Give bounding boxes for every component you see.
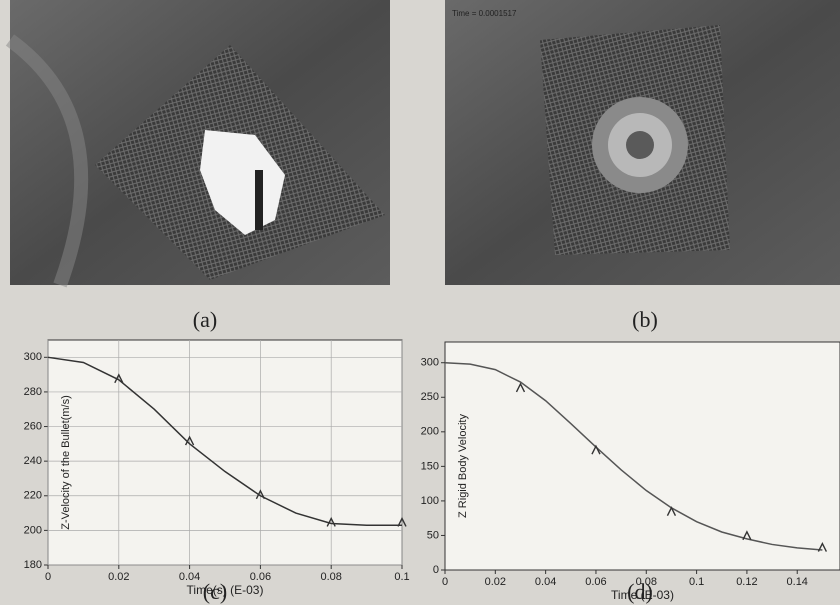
- y-tick-label: 300: [24, 351, 42, 363]
- overlay-text: Time = 0.0001517: [452, 9, 517, 18]
- marker: [326, 516, 336, 527]
- overlay-a: [14, 7, 16, 14]
- y-tick-label: 280: [24, 386, 42, 398]
- series-line: [444, 361, 823, 551]
- x-tick-label: 0.14: [787, 576, 808, 588]
- series-line: [47, 356, 402, 526]
- marker: [397, 516, 407, 527]
- marker: [666, 506, 677, 516]
- x-tick-label: 0.02: [108, 571, 129, 583]
- y-tick-label: 300: [421, 357, 439, 369]
- marker: [184, 435, 195, 446]
- marker: [742, 530, 752, 541]
- y-tick-label: 250: [421, 391, 439, 403]
- x-tick-label: 0.08: [636, 576, 657, 588]
- x-tick-label: 0.06: [585, 576, 606, 588]
- y-tick-label: 240: [24, 455, 42, 467]
- caption: (a): [193, 307, 217, 332]
- y-tick-label: 200: [421, 426, 439, 438]
- image-b: Time = 0.0001517: [445, 0, 840, 285]
- x-tick-label: 0.1: [394, 571, 409, 583]
- caption: (b): [632, 307, 658, 332]
- image-a: [5, 0, 390, 288]
- marker: [591, 444, 601, 455]
- y-tick-label: 200: [24, 524, 42, 536]
- y-axis-label: Z-Velocity of the Bullet(m/s): [60, 395, 72, 530]
- x-tick-label: 0.08: [320, 571, 341, 583]
- x-axis-label: Time(s) (E-03): [187, 583, 264, 597]
- x-tick-label: 0.06: [250, 571, 271, 583]
- x-tick-label: 0: [442, 576, 448, 588]
- x-tick-label: 0.04: [535, 576, 556, 588]
- marker: [255, 489, 266, 500]
- y-tick-label: 220: [24, 490, 42, 502]
- plot-area: [47, 339, 403, 566]
- x-axis-label: Time (E-03): [611, 588, 674, 602]
- y-axis-label: Z Rigid Body Velocity: [457, 414, 469, 518]
- x-tick-label: 0.04: [179, 571, 200, 583]
- marker: [817, 542, 828, 552]
- caption: (d): [627, 579, 653, 604]
- x-tick-label: 0: [45, 571, 51, 583]
- y-tick-label: 260: [24, 420, 42, 432]
- x-tick-label: 0.02: [485, 576, 506, 588]
- y-tick-label: 0: [433, 564, 439, 576]
- x-tick-label: 0.12: [736, 576, 757, 588]
- y-tick-label: 150: [421, 460, 439, 472]
- marker: [515, 382, 526, 393]
- x-tick-label: 0.1: [689, 576, 704, 588]
- caption: (c): [203, 579, 227, 604]
- y-tick-label: 50: [427, 529, 439, 541]
- y-tick-label: 100: [421, 495, 439, 507]
- plot-area: [444, 341, 840, 571]
- marker: [114, 373, 124, 384]
- y-tick-label: 180: [24, 559, 42, 571]
